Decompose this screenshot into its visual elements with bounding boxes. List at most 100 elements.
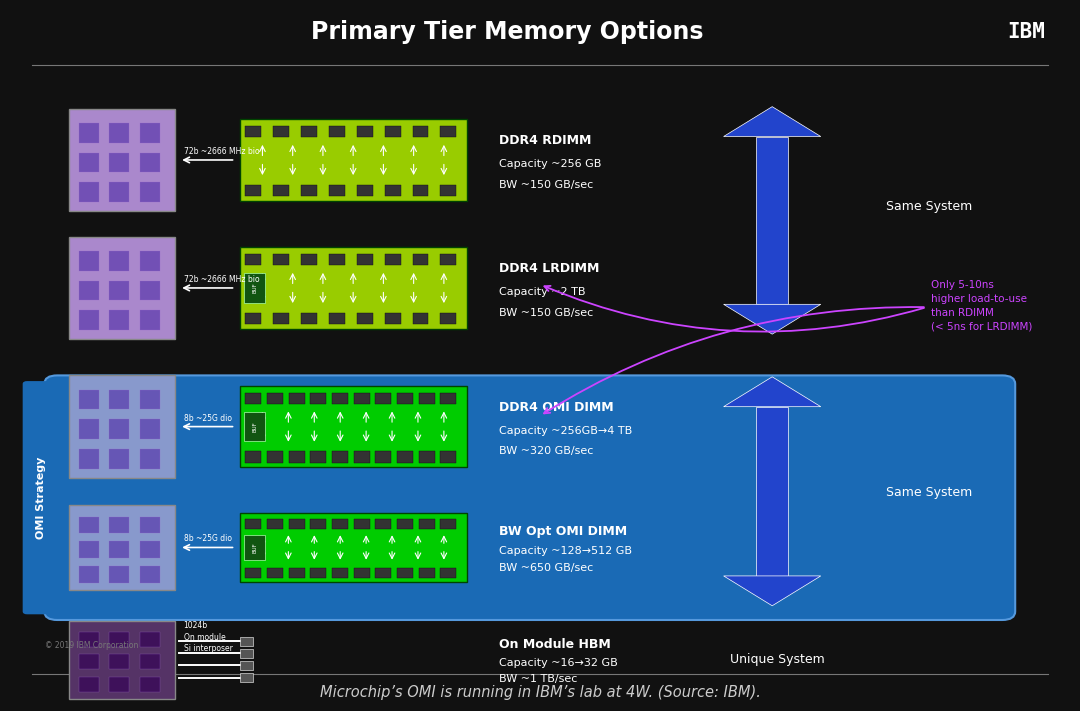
FancyBboxPatch shape [441, 185, 457, 196]
FancyBboxPatch shape [376, 451, 391, 463]
FancyBboxPatch shape [109, 183, 130, 202]
FancyBboxPatch shape [109, 517, 130, 533]
FancyBboxPatch shape [140, 251, 160, 271]
FancyBboxPatch shape [109, 419, 130, 439]
Text: Capacity ~2 TB: Capacity ~2 TB [499, 287, 585, 297]
FancyBboxPatch shape [441, 519, 457, 528]
Text: Primary Tier Memory Options: Primary Tier Memory Options [311, 20, 704, 44]
FancyBboxPatch shape [310, 519, 326, 528]
FancyBboxPatch shape [69, 375, 175, 478]
FancyBboxPatch shape [109, 677, 130, 692]
FancyBboxPatch shape [301, 126, 318, 137]
FancyBboxPatch shape [79, 281, 98, 300]
FancyBboxPatch shape [333, 568, 348, 578]
Text: BUF: BUF [252, 282, 257, 294]
FancyBboxPatch shape [140, 654, 160, 669]
Text: Capacity ~256 GB: Capacity ~256 GB [499, 159, 602, 169]
FancyBboxPatch shape [267, 451, 283, 463]
FancyBboxPatch shape [140, 632, 160, 646]
Text: BW ~150 GB/sec: BW ~150 GB/sec [499, 180, 593, 190]
FancyBboxPatch shape [329, 254, 345, 265]
FancyBboxPatch shape [756, 407, 788, 576]
FancyBboxPatch shape [441, 568, 457, 578]
FancyBboxPatch shape [356, 313, 373, 324]
Text: BW ~650 GB/sec: BW ~650 GB/sec [499, 563, 593, 573]
FancyBboxPatch shape [354, 519, 369, 528]
FancyBboxPatch shape [140, 517, 160, 533]
FancyBboxPatch shape [79, 677, 98, 692]
FancyBboxPatch shape [273, 185, 289, 196]
FancyBboxPatch shape [756, 137, 788, 304]
FancyBboxPatch shape [240, 661, 253, 670]
FancyBboxPatch shape [44, 375, 1015, 620]
FancyBboxPatch shape [79, 517, 98, 533]
FancyBboxPatch shape [23, 381, 59, 614]
FancyBboxPatch shape [140, 449, 160, 469]
FancyBboxPatch shape [79, 542, 98, 557]
Text: DDR4 OMI DIMM: DDR4 OMI DIMM [499, 400, 613, 414]
FancyBboxPatch shape [419, 451, 434, 463]
FancyBboxPatch shape [329, 185, 345, 196]
FancyBboxPatch shape [245, 126, 261, 137]
FancyBboxPatch shape [244, 273, 265, 303]
Text: Microchip’s OMI is running in IBM’s lab at 4W. (Source: IBM).: Microchip’s OMI is running in IBM’s lab … [320, 685, 760, 700]
FancyBboxPatch shape [244, 535, 265, 560]
FancyBboxPatch shape [267, 568, 283, 578]
FancyBboxPatch shape [376, 519, 391, 528]
Text: BUF: BUF [252, 542, 257, 553]
FancyBboxPatch shape [69, 505, 175, 590]
Text: BW ~1 TB/sec: BW ~1 TB/sec [499, 674, 578, 684]
FancyBboxPatch shape [376, 392, 391, 404]
FancyBboxPatch shape [244, 412, 265, 442]
FancyBboxPatch shape [79, 153, 98, 172]
FancyBboxPatch shape [69, 621, 175, 699]
Text: BW Opt OMI DIMM: BW Opt OMI DIMM [499, 525, 627, 538]
FancyBboxPatch shape [109, 123, 130, 143]
FancyBboxPatch shape [397, 451, 413, 463]
FancyBboxPatch shape [419, 519, 434, 528]
FancyBboxPatch shape [354, 392, 369, 404]
Text: On Module HBM: On Module HBM [499, 638, 610, 651]
Text: Capacity ~16→32 GB: Capacity ~16→32 GB [499, 658, 618, 668]
FancyBboxPatch shape [413, 185, 429, 196]
FancyBboxPatch shape [397, 519, 413, 528]
FancyBboxPatch shape [354, 451, 369, 463]
FancyBboxPatch shape [329, 126, 345, 137]
FancyBboxPatch shape [333, 519, 348, 528]
FancyBboxPatch shape [79, 311, 98, 330]
FancyBboxPatch shape [441, 313, 457, 324]
FancyBboxPatch shape [356, 126, 373, 137]
FancyBboxPatch shape [301, 185, 318, 196]
FancyBboxPatch shape [329, 313, 345, 324]
FancyBboxPatch shape [140, 677, 160, 692]
FancyBboxPatch shape [310, 392, 326, 404]
Text: DDR4 LRDIMM: DDR4 LRDIMM [499, 262, 599, 275]
Text: IBM: IBM [1008, 22, 1045, 42]
FancyBboxPatch shape [109, 632, 130, 646]
FancyBboxPatch shape [384, 126, 401, 137]
Text: Same System: Same System [886, 486, 972, 498]
Text: DDR4 RDIMM: DDR4 RDIMM [499, 134, 592, 147]
FancyBboxPatch shape [288, 392, 305, 404]
FancyBboxPatch shape [140, 311, 160, 330]
FancyBboxPatch shape [109, 390, 130, 410]
FancyBboxPatch shape [441, 392, 457, 404]
Text: 72b ~2666 MHz bio: 72b ~2666 MHz bio [184, 147, 259, 156]
FancyBboxPatch shape [109, 654, 130, 669]
FancyBboxPatch shape [245, 185, 261, 196]
FancyBboxPatch shape [79, 419, 98, 439]
FancyBboxPatch shape [79, 251, 98, 271]
Polygon shape [724, 107, 821, 137]
FancyBboxPatch shape [79, 632, 98, 646]
Text: Capacity ~256GB→4 TB: Capacity ~256GB→4 TB [499, 426, 632, 436]
FancyBboxPatch shape [441, 126, 457, 137]
Text: 72b ~2666 MHz bio: 72b ~2666 MHz bio [184, 275, 259, 284]
FancyBboxPatch shape [273, 313, 289, 324]
FancyBboxPatch shape [333, 392, 348, 404]
Text: Unique System: Unique System [730, 653, 825, 666]
Text: OMI Strategy: OMI Strategy [36, 456, 46, 539]
Text: © 2019 IBM Corporation: © 2019 IBM Corporation [45, 641, 138, 650]
FancyBboxPatch shape [140, 542, 160, 557]
FancyBboxPatch shape [441, 254, 457, 265]
FancyBboxPatch shape [288, 568, 305, 578]
